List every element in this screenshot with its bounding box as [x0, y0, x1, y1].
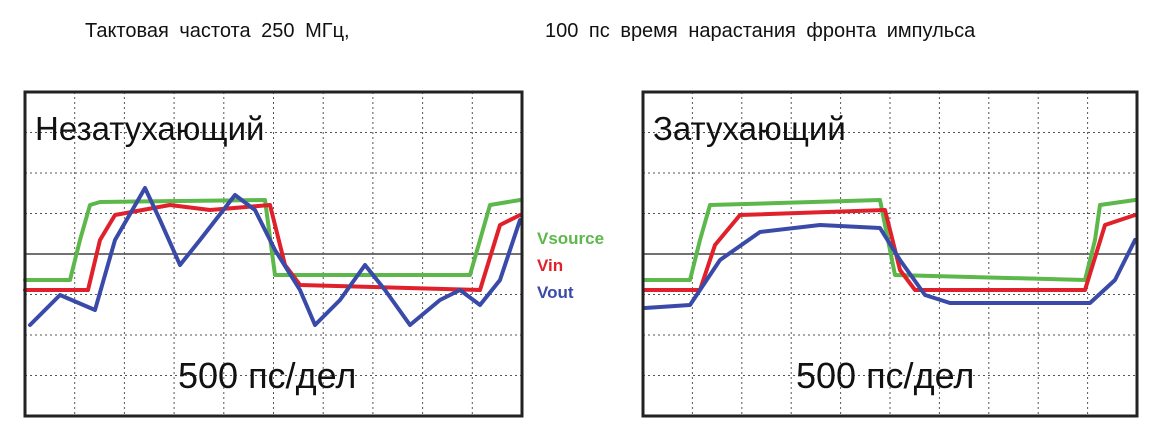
- panel-title: Затухающий: [653, 110, 846, 147]
- waveform: [23, 203, 522, 292]
- header-left: Тактовая частота 250 МГц,: [85, 20, 350, 42]
- header-right: 100 пс время нарастания фронта импульса: [545, 20, 976, 42]
- scope-frame: [23, 90, 524, 418]
- legend-vin: Vin: [537, 256, 563, 275]
- legend-vout: Vout: [537, 283, 574, 302]
- waveform: [23, 198, 522, 282]
- time-scale: 500 пс/дел: [796, 355, 974, 396]
- scope-panel: Затухающий 500 пс/дел: [641, 90, 1139, 418]
- scope-frame: [641, 90, 1139, 418]
- waveform: [643, 208, 1137, 292]
- panels: Незатухающий 500 пс/дел Затухающий 500 пс/д…: [23, 90, 1139, 418]
- scope-panel: Незатухающий 500 пс/дел: [23, 90, 524, 418]
- panel-title: Незатухающий: [35, 110, 264, 147]
- waveform: [28, 186, 522, 327]
- waveform: [643, 223, 1137, 310]
- legend-vsource: Vsource: [537, 229, 604, 248]
- time-scale: 500 пс/дел: [178, 355, 356, 396]
